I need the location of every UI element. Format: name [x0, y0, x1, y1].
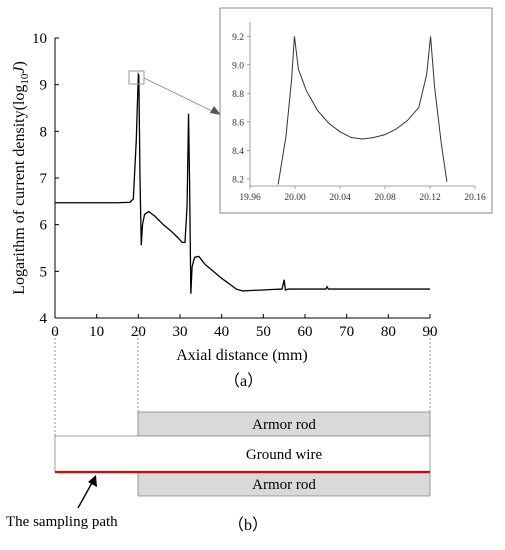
sampling-path-label: The sampling path: [6, 514, 118, 530]
main-x-tick-label: 10: [89, 324, 104, 340]
inset-y-tick-labels: 8.2 8.4 8.6 8.8 9.0 9.2: [232, 33, 250, 185]
main-x-tick-label: 70: [339, 324, 354, 340]
inset-y-tick-label: 8.2: [232, 175, 244, 185]
ground-wire-label: Ground wire: [246, 447, 323, 463]
panel-label-a: （a）: [224, 372, 263, 390]
inset-y-tick-label: 8.4: [232, 147, 244, 157]
main-x-tick-labels: 0 10 20 30 40 50 60 70 80 90: [51, 324, 437, 340]
inset-y-tick-label: 8.6: [232, 118, 244, 128]
main-y-tick-label: 9: [40, 78, 48, 94]
zoom-box: [128, 70, 145, 85]
ground-wire: [54, 435, 431, 473]
main-y-tick-label: 5: [40, 264, 48, 280]
sampling-path-arrow-shaft: [77, 480, 94, 509]
inset-y-tick-label: 9.0: [232, 61, 244, 71]
inset-chart: 19.96 20.00 20.04 20.08 20.12 20.16 8.2 8.4 8.6…: [219, 7, 493, 214]
inset-x-tick-label: 20.00: [284, 193, 306, 203]
top-armor-rod: [137, 411, 431, 437]
main-series-line: [55, 71, 430, 294]
main-x-tick-label: 30: [173, 324, 188, 340]
panel-label-b: （b）: [228, 516, 268, 534]
inset-x-tick-label: 19.96: [239, 193, 261, 203]
main-y-tick-label: 4: [40, 311, 48, 327]
zoom-arrowhead: [210, 106, 221, 115]
inset-x-tick-label: 20.12: [419, 193, 441, 203]
inset-frame: [219, 7, 493, 214]
y-axis-label: Logarithm of current density(log10J): [11, 61, 31, 295]
inset-y-tick-label: 9.2: [232, 33, 244, 43]
main-y-tick-label: 10: [32, 31, 47, 47]
main-x-tick-label: 40: [214, 324, 229, 340]
bottom-armor-rod-label: Armor rod: [252, 477, 316, 493]
top-armor-rod-label: Armor rod: [252, 417, 316, 433]
x-axis-label: Axial distance (mm): [176, 347, 308, 364]
main-x-tick-label: 80: [381, 324, 396, 340]
inset-x-tick-labels: 19.96 20.00 20.04 20.08 20.12 20.16: [239, 186, 486, 203]
inset-x-tick-label: 20.08: [374, 193, 396, 203]
inset-series-line: [277, 36, 448, 185]
main-y-tick-label: 7: [40, 171, 48, 187]
bottom-armor-rod: [137, 471, 431, 497]
inset-x-tick-label: 20.04: [329, 193, 351, 203]
main-y-tick-label: 6: [40, 218, 48, 234]
inset-y-tick-label: 8.8: [232, 90, 244, 100]
inset-x-tick-label: 20.16: [464, 193, 486, 203]
zoom-connector: [143, 77, 213, 112]
main-y-tick-label: 8: [40, 124, 48, 140]
main-y-tick-labels: 4 5 6 7 8 9 10: [32, 31, 48, 327]
main-x-tick-label: 50: [256, 324, 271, 340]
main-x-tick-label: 60: [298, 324, 313, 340]
diagram-b: Armor rod Ground wire Armor rod The samp…: [6, 330, 431, 534]
sampling-path-arrowhead: [88, 475, 97, 487]
